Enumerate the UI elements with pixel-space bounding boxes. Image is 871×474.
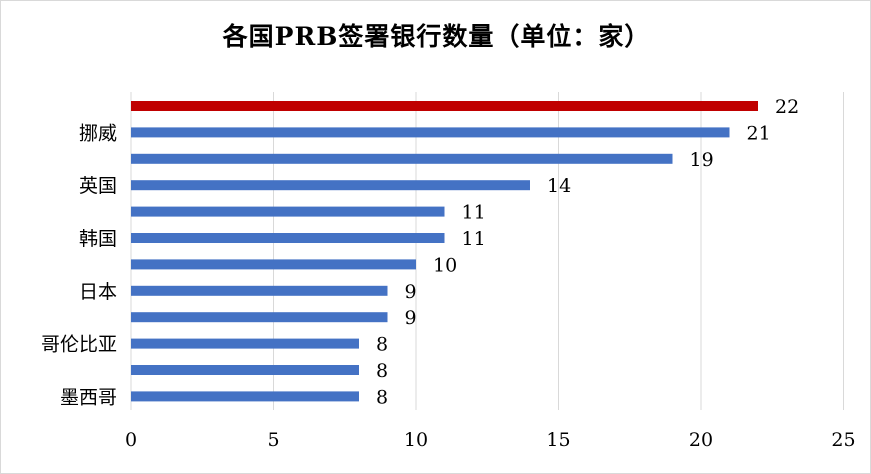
x-tick-label: 0 <box>125 429 137 451</box>
value-label: 8 <box>376 386 388 408</box>
bar <box>131 127 730 138</box>
x-tick-label: 25 <box>831 429 855 451</box>
x-tick-label: 5 <box>267 429 279 451</box>
bar <box>131 259 416 270</box>
value-label: 19 <box>690 149 714 171</box>
value-label: 21 <box>747 122 771 144</box>
bar <box>131 233 445 243</box>
value-label: 8 <box>376 360 388 382</box>
x-axis-ticks: 0 5 10 15 20 25 <box>125 429 856 451</box>
value-label: 8 <box>376 334 388 356</box>
value-label: 11 <box>462 202 486 224</box>
value-label: 22 <box>775 96 799 118</box>
bar <box>131 365 359 375</box>
value-label: 10 <box>433 254 457 276</box>
bar <box>131 338 359 349</box>
bar <box>131 285 388 296</box>
bar <box>131 206 445 217</box>
bar <box>131 101 758 111</box>
value-label: 14 <box>547 175 571 197</box>
x-tick-label: 15 <box>546 429 570 451</box>
category-label: 日本 <box>79 281 117 303</box>
bar <box>131 180 530 191</box>
value-label: 9 <box>405 307 417 329</box>
x-tick-label: 20 <box>689 429 713 451</box>
category-label: 哥伦比亚 <box>41 334 117 356</box>
category-label: 挪威 <box>79 122 117 144</box>
x-tick-label: 10 <box>404 429 428 451</box>
bar <box>131 312 388 323</box>
value-label: 11 <box>462 228 486 250</box>
chart-title: 各国PRB签署银行数量（单位：家） <box>222 22 651 51</box>
value-label: 9 <box>405 281 417 303</box>
bars <box>131 101 758 402</box>
category-label: 韩国 <box>79 228 117 250</box>
gridlines <box>130 92 844 410</box>
bar <box>131 153 673 164</box>
category-label: 英国 <box>79 175 117 197</box>
bar <box>131 391 359 402</box>
category-label: 墨西哥 <box>60 386 117 408</box>
